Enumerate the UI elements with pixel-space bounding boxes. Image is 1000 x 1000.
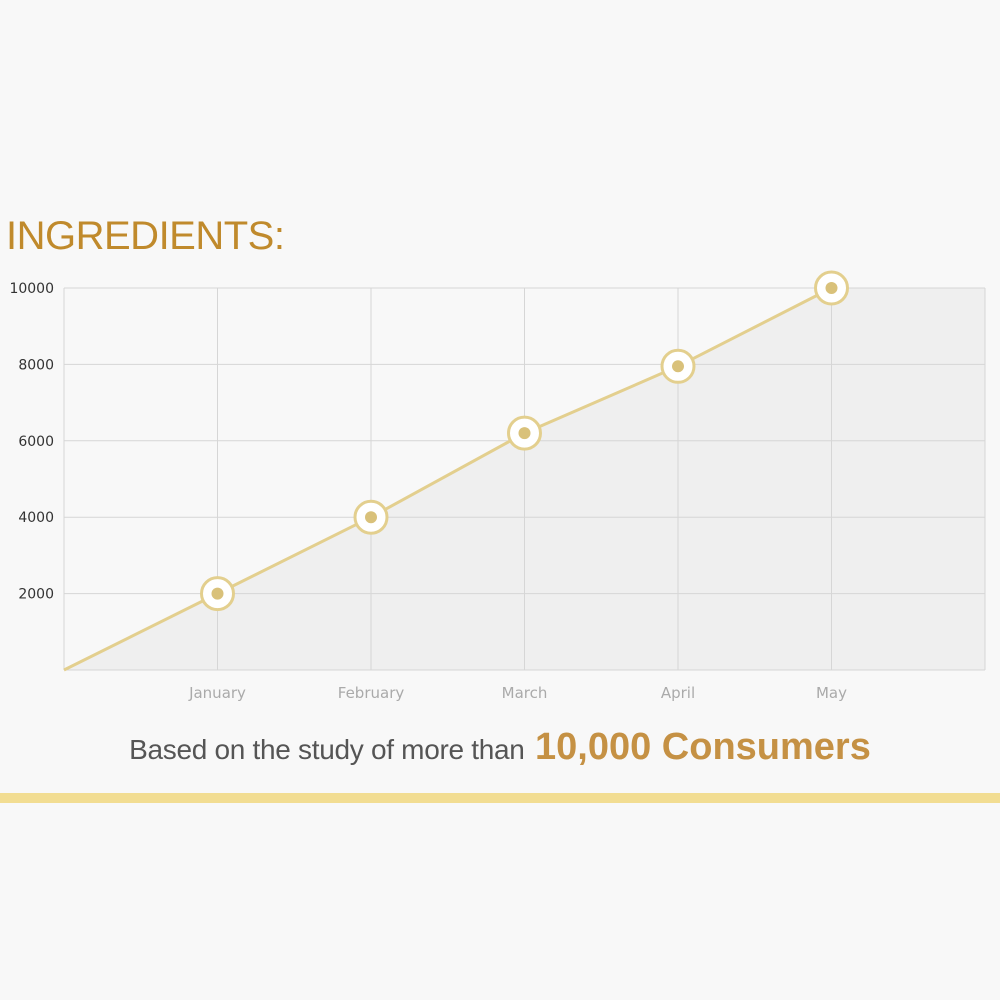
x-tick-label: February [338, 684, 405, 702]
y-tick-label: 8000 [18, 357, 54, 373]
study-caption: Based on the study of more than 10,000 C… [0, 726, 1000, 769]
x-tick-label: May [816, 684, 847, 702]
data-point-dot [518, 427, 531, 440]
data-point-dot [672, 360, 684, 373]
y-tick-label: 6000 [18, 434, 54, 450]
data-point-dot [825, 282, 838, 294]
y-tick-label: 10000 [9, 281, 54, 297]
y-tick-label: 2000 [18, 587, 54, 603]
bottom-accent-bar [0, 793, 1000, 803]
y-tick-label: 4000 [18, 510, 54, 526]
data-point-dot [211, 587, 224, 600]
data-point-dot [365, 511, 377, 524]
x-tick-label: January [188, 684, 246, 702]
page-heading: INGREDIENTS: [6, 214, 285, 258]
x-tick-label: April [661, 684, 695, 702]
caption-text: Based on the study of more than [129, 734, 525, 765]
caption-highlight: 10,000 Consumers [535, 726, 871, 768]
x-tick-label: March [502, 684, 548, 702]
line-chart: 2000 4000 6000 8000 10000 January February Marc… [9, 270, 986, 702]
series-line [63, 286, 833, 672]
